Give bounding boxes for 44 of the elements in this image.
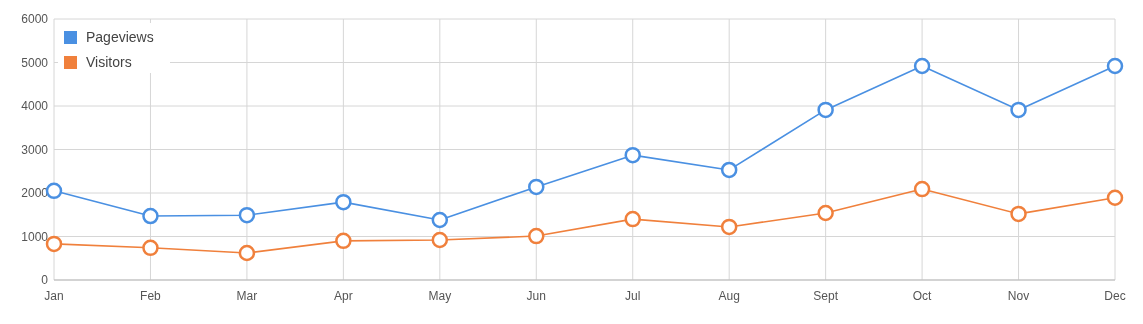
- point: [1010, 101, 1027, 119]
- point: [528, 178, 545, 196]
- point: [1106, 189, 1124, 207]
- point: [817, 204, 834, 222]
- legend-label: Visitors: [86, 54, 132, 70]
- point: [624, 146, 641, 164]
- point: [335, 232, 352, 250]
- point: [817, 101, 834, 119]
- x-tick-label: Feb: [140, 289, 162, 303]
- y-tick-label: 4000: [21, 99, 49, 114]
- point: [431, 211, 449, 229]
- x-tick-label: Apr: [334, 289, 353, 303]
- x-tick-label: Jun: [526, 289, 546, 303]
- x-tick-label: Mar: [236, 289, 258, 303]
- y-tick-label: 1000: [21, 229, 49, 244]
- point: [1010, 205, 1027, 223]
- point: [720, 161, 738, 179]
- y-tick-label: 6000: [21, 12, 49, 27]
- x-tick-label: Aug: [718, 289, 740, 303]
- point: [528, 227, 545, 245]
- point: [1106, 57, 1124, 75]
- y-tick-label: 0: [41, 273, 49, 288]
- point: [238, 206, 256, 224]
- y-tick-label: 2000: [21, 186, 49, 201]
- y-tick-label: 5000: [21, 55, 49, 70]
- point: [624, 210, 641, 228]
- legend-label: Pageviews: [86, 29, 154, 45]
- x-tick-label: Dec: [1104, 289, 1126, 303]
- x-tick-label: Oct: [912, 289, 933, 303]
- point: [142, 239, 159, 257]
- point: [913, 57, 931, 75]
- point: [720, 218, 738, 236]
- point: [913, 180, 931, 198]
- point: [142, 207, 159, 225]
- point: [335, 193, 352, 211]
- point: [45, 182, 63, 200]
- y-tick-label: 3000: [21, 142, 49, 157]
- x-tick-label: Jan: [44, 289, 64, 303]
- x-tick-label: Jul: [625, 289, 641, 303]
- point: [431, 231, 449, 249]
- point: [238, 244, 256, 262]
- x-tick-label: Nov: [1007, 289, 1030, 303]
- x-tick-label: Sept: [813, 289, 839, 303]
- x-tick-label: May: [428, 289, 452, 303]
